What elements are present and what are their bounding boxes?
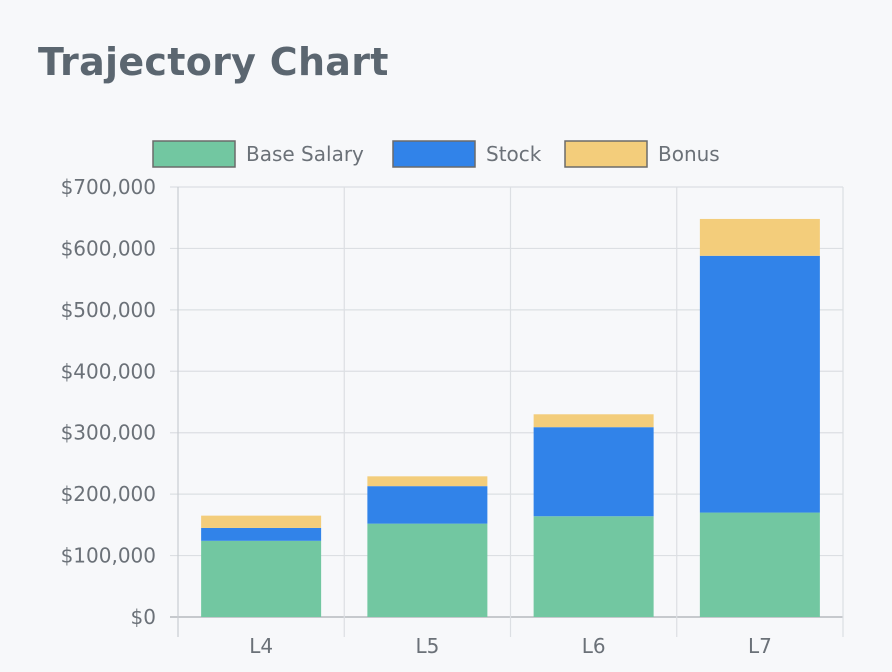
bar-bonus-l7[interactable]	[699, 218, 820, 256]
y-axis-ticks: $0 $100,000 $200,000 $300,000 $400,000 $500,0…	[61, 175, 156, 629]
legend-label[interactable]: Base Salary	[246, 142, 364, 166]
chart-title: Trajectory Chart	[38, 40, 389, 84]
bar-bonus-l5[interactable]	[367, 476, 488, 487]
legend-label[interactable]: Bonus	[658, 142, 720, 166]
y-tick-label: $500,000	[61, 298, 156, 322]
bar-bonus-l6[interactable]	[533, 414, 654, 428]
bar-base-salary-l4[interactable]	[201, 540, 322, 617]
legend-swatch-stock[interactable]	[392, 140, 476, 168]
y-tick-label: $200,000	[61, 482, 156, 506]
x-tick-label: L6	[582, 634, 606, 658]
bar-base-salary-l6[interactable]	[533, 516, 654, 617]
bar-stock-l4[interactable]	[201, 527, 322, 541]
grid-lines	[170, 186, 844, 637]
bar-stock-l6[interactable]	[533, 427, 654, 517]
y-tick-label: $300,000	[61, 421, 156, 445]
y-tick-label: $700,000	[61, 175, 156, 199]
bar-base-salary-l5[interactable]	[367, 523, 488, 617]
legend-label[interactable]: Stock	[486, 142, 542, 166]
x-axis-ticks: L4 L5 L6 L7	[249, 634, 772, 658]
y-tick-label: $600,000	[61, 236, 156, 260]
legend-swatch-base-salary[interactable]	[152, 140, 236, 168]
bar-stock-l7[interactable]	[699, 255, 820, 513]
x-tick-label: L5	[415, 634, 439, 658]
bar-base-salary-l7[interactable]	[699, 512, 820, 617]
y-tick-label: $0	[131, 605, 156, 629]
bars	[201, 218, 820, 617]
legend[interactable]: Base Salary Stock Bonus	[152, 140, 720, 168]
y-tick-label: $100,000	[61, 544, 156, 568]
y-tick-label: $400,000	[61, 359, 156, 383]
legend-swatch-bonus[interactable]	[564, 140, 648, 168]
bar-stock-l5[interactable]	[367, 486, 488, 524]
x-tick-label: L4	[249, 634, 273, 658]
x-tick-label: L7	[748, 634, 772, 658]
bar-bonus-l4[interactable]	[201, 515, 322, 528]
